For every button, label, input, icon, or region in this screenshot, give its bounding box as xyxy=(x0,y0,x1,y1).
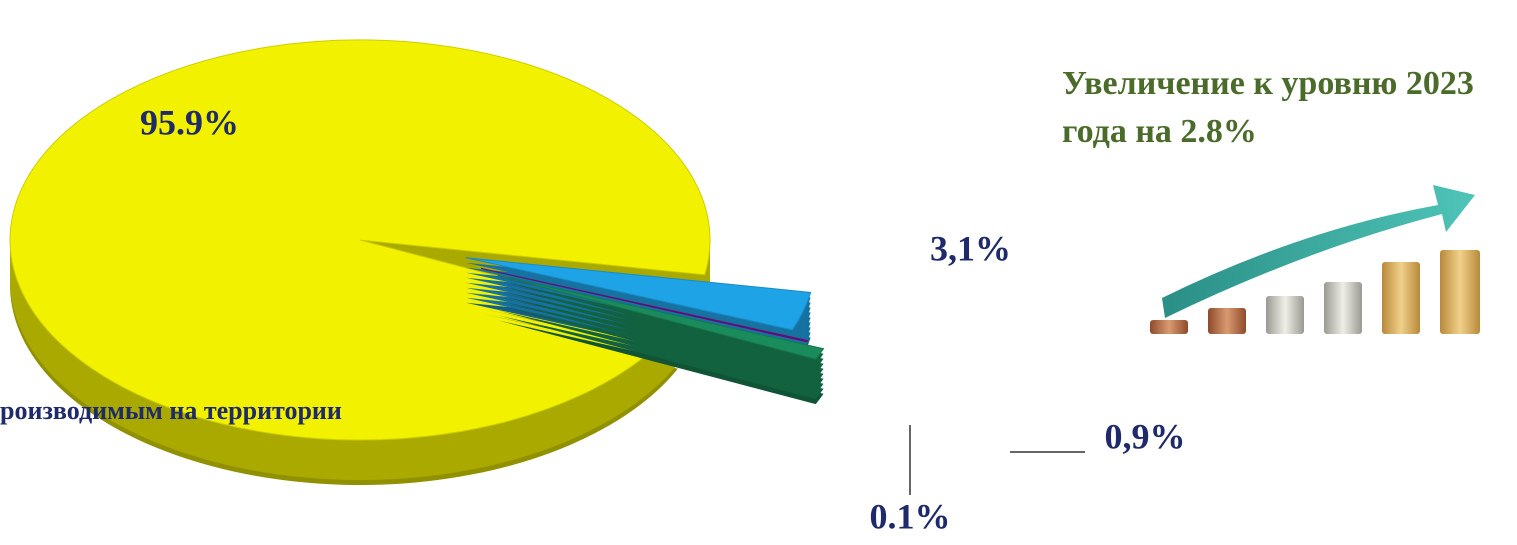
value-label: 3,1% xyxy=(930,228,1011,268)
value-label: 0,9% xyxy=(1105,416,1186,456)
annotation: Увеличение к уровню 2023 xyxy=(1062,65,1474,102)
value-label: 95.9% xyxy=(140,102,239,142)
value-label: 0.1% xyxy=(870,496,951,536)
slice xyxy=(10,40,710,440)
annotation: года на 2.8% xyxy=(1062,113,1257,150)
growth-illustration xyxy=(1150,185,1480,334)
category-label: роизводимым на территории xyxy=(0,396,342,425)
chart: Увеличение к уровню 2023 года на 2.8% ро… xyxy=(0,0,1517,545)
